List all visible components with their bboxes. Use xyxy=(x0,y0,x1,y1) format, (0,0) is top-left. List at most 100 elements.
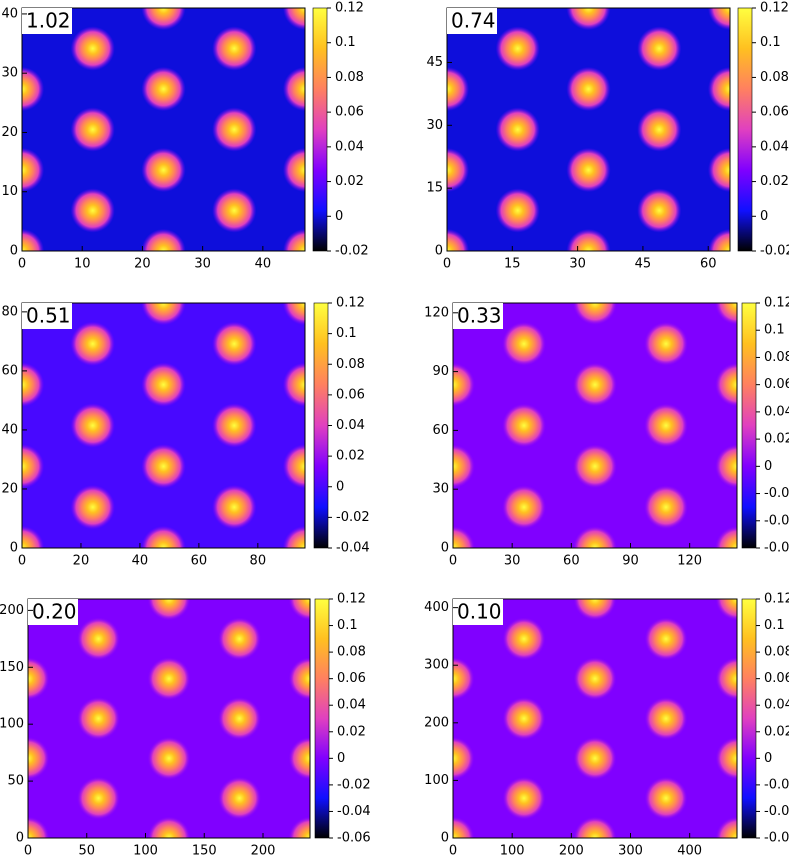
colorbar-tick-label: 0.08 xyxy=(764,645,789,660)
heatmap xyxy=(28,599,310,838)
colorbar-tick-label: 0.04 xyxy=(760,139,789,154)
heatmap-peak xyxy=(288,736,310,781)
y-tick-label: 60 xyxy=(432,423,449,438)
colorbar-tick-label: 0.06 xyxy=(335,105,364,120)
colorbar-tick-label: 0.06 xyxy=(764,377,789,392)
y-tick-label: 100 xyxy=(424,773,449,788)
heatmap-peak xyxy=(453,362,476,407)
heatmap-peak xyxy=(147,816,191,838)
heatmap-peak xyxy=(28,656,50,701)
colorbar-tick-label: 0.04 xyxy=(764,404,789,419)
heatmap-peak xyxy=(707,8,730,31)
heatmap-peak xyxy=(453,736,475,781)
heatmap-peak xyxy=(715,599,737,621)
heatmap-peak xyxy=(282,228,305,251)
heatmap-peak xyxy=(22,147,45,193)
heatmap-peak xyxy=(495,188,540,233)
colorbar-tick-label: -0.04 xyxy=(337,804,371,819)
y-tick-label: 300 xyxy=(424,658,449,673)
heatmap-peak xyxy=(572,303,618,326)
x-tick-label: 30 xyxy=(194,257,211,272)
y-tick-label: 0 xyxy=(10,244,18,259)
heatmap-peak xyxy=(644,776,688,820)
colorbar-tick-label: 0.12 xyxy=(336,296,365,311)
colorbar-tick-label: 0.1 xyxy=(336,326,357,341)
y-tick-label: 0 xyxy=(10,541,18,556)
heatmap-peak xyxy=(495,107,540,152)
x-tick-label: 15 xyxy=(504,257,521,272)
y-tick-label: 0 xyxy=(16,831,24,846)
colorbar-tick-label: 0 xyxy=(337,751,345,766)
heatmap-peak xyxy=(141,228,186,251)
heatmap-peak xyxy=(495,26,540,71)
heatmap-peak xyxy=(453,444,476,489)
y-tick-label: 200 xyxy=(424,715,449,730)
heatmap-peak xyxy=(637,26,682,71)
colorbar xyxy=(314,598,330,839)
panel-label: 0.10 xyxy=(457,600,502,624)
heatmap-background xyxy=(22,8,305,251)
colorbar-tick-label: -0.02 xyxy=(337,777,371,792)
panel-label: 0.33 xyxy=(457,304,502,328)
heatmap-peak xyxy=(212,26,257,71)
colorbar-tick-label: -0.06 xyxy=(764,541,789,556)
heatmap-peak xyxy=(70,403,116,448)
panel-label: 0.51 xyxy=(26,304,71,328)
heatmap-peak xyxy=(502,617,546,661)
x-tick-label: 0 xyxy=(443,257,451,272)
plot-frame xyxy=(27,598,311,839)
x-tick-label: 0 xyxy=(18,257,26,272)
colorbar-tick-label: 0.04 xyxy=(337,698,366,713)
y-tick-label: 30 xyxy=(432,482,449,497)
colorbar-tick-label: 0.08 xyxy=(335,70,364,85)
heatmap-peak xyxy=(212,188,257,233)
x-tick-label: 0 xyxy=(449,844,457,855)
heatmap-peak xyxy=(70,484,116,530)
heatmap-peak xyxy=(141,362,186,407)
heatmap-peak xyxy=(147,599,191,621)
heatmap-peak xyxy=(28,816,50,838)
colorbar xyxy=(313,302,329,549)
colorbar-tick-label: -0.02 xyxy=(764,486,789,501)
colorbar-tick-label: -0.02 xyxy=(335,244,369,259)
heatmap-peak xyxy=(28,736,50,781)
x-tick-label: 0 xyxy=(449,554,457,569)
colorbar-tick-label: -0.04 xyxy=(764,804,789,819)
colorbar-tick-label: 0.02 xyxy=(336,449,365,464)
heatmap-peak xyxy=(282,303,305,326)
colorbar-tick-label: 0.02 xyxy=(760,174,789,189)
colorbar-tick-label: 0.02 xyxy=(337,724,366,739)
panel-label-box xyxy=(447,8,497,34)
y-tick-label: 15 xyxy=(426,181,443,196)
heatmap-peak xyxy=(447,147,470,193)
plot-frame xyxy=(21,7,306,252)
colorbar-tick-label: 0 xyxy=(764,751,772,766)
colorbar-tick-label: 0.12 xyxy=(764,296,789,311)
y-tick-label: 400 xyxy=(424,600,449,615)
heatmap-peak xyxy=(70,26,115,71)
heatmap-peak xyxy=(447,66,470,112)
y-tick-label: 0 xyxy=(435,244,443,259)
heatmap-peak xyxy=(76,617,121,661)
x-tick-label: 150 xyxy=(192,844,217,855)
colorbar-tick-label: -0.04 xyxy=(336,541,370,556)
heatmap-peak xyxy=(147,656,191,701)
x-tick-label: 60 xyxy=(191,554,208,569)
colorbar-tick-label: 0.1 xyxy=(764,323,785,338)
heatmap xyxy=(22,8,305,251)
colorbar-tick-label: -0.02 xyxy=(336,510,370,525)
heatmap-peak xyxy=(573,816,617,838)
panel-label-box xyxy=(22,303,72,329)
x-tick-label: 0 xyxy=(24,844,32,855)
colorbar-tick-label: 0 xyxy=(335,209,343,224)
colorbar-tick-label: 0.08 xyxy=(760,70,789,85)
heatmap-peak xyxy=(502,776,546,820)
colorbar-tick-label: 0.02 xyxy=(764,432,789,447)
heatmap-peak xyxy=(22,66,45,112)
y-tick-label: 90 xyxy=(432,364,449,379)
heatmap-peak xyxy=(501,484,547,530)
x-tick-label: 300 xyxy=(618,844,643,855)
heatmap-peak xyxy=(637,107,682,152)
panel-label: 0.20 xyxy=(32,600,77,624)
y-tick-label: 0 xyxy=(441,541,449,556)
